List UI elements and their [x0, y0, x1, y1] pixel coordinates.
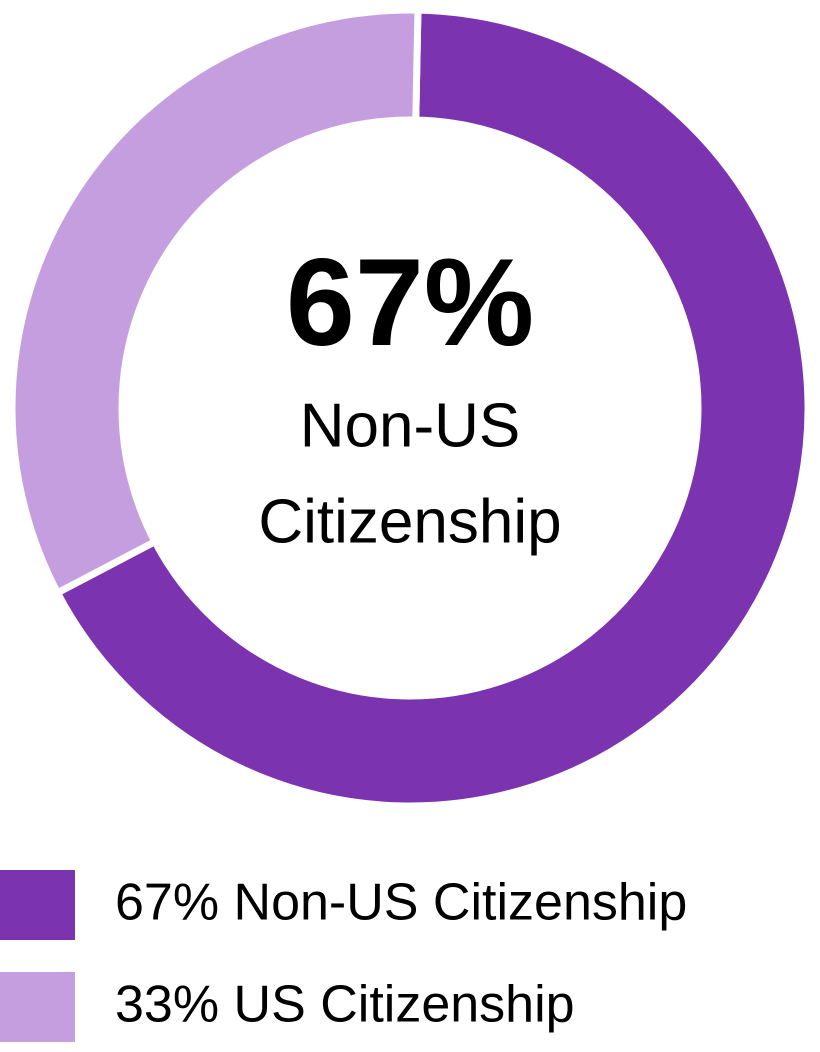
legend-swatch	[0, 870, 75, 940]
legend-swatch	[0, 972, 75, 1042]
donut-segment	[8, 6, 422, 598]
center-label: Citizenship	[258, 487, 561, 556]
center-value: 67%	[286, 234, 534, 372]
legend-label: 67% Non-US Citizenship	[115, 874, 687, 932]
center-label: Non-US	[300, 391, 521, 460]
donut-segment	[52, 6, 812, 810]
legend-label: 33% US Citizenship	[115, 976, 575, 1034]
